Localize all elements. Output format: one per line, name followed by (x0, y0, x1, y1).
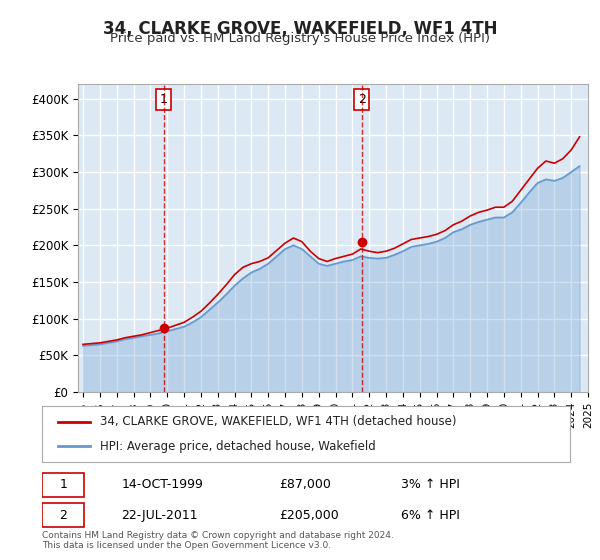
Text: £205,000: £205,000 (280, 508, 340, 522)
Text: £87,000: £87,000 (280, 478, 331, 492)
FancyBboxPatch shape (42, 473, 84, 497)
Text: 1: 1 (59, 478, 67, 492)
Text: 34, CLARKE GROVE, WAKEFIELD, WF1 4TH: 34, CLARKE GROVE, WAKEFIELD, WF1 4TH (103, 20, 497, 38)
Text: 2: 2 (59, 508, 67, 522)
Text: 22-JUL-2011: 22-JUL-2011 (121, 508, 198, 522)
Text: Contains HM Land Registry data © Crown copyright and database right 2024.
This d: Contains HM Land Registry data © Crown c… (42, 530, 394, 550)
Text: 6% ↑ HPI: 6% ↑ HPI (401, 508, 460, 522)
Text: HPI: Average price, detached house, Wakefield: HPI: Average price, detached house, Wake… (100, 440, 376, 453)
FancyBboxPatch shape (42, 503, 84, 528)
Text: 34, CLARKE GROVE, WAKEFIELD, WF1 4TH (detached house): 34, CLARKE GROVE, WAKEFIELD, WF1 4TH (de… (100, 415, 457, 428)
Text: Price paid vs. HM Land Registry's House Price Index (HPI): Price paid vs. HM Land Registry's House … (110, 32, 490, 45)
Text: 3% ↑ HPI: 3% ↑ HPI (401, 478, 460, 492)
Text: 14-OCT-1999: 14-OCT-1999 (121, 478, 203, 492)
Text: 2: 2 (358, 93, 365, 106)
Text: 1: 1 (160, 93, 167, 106)
